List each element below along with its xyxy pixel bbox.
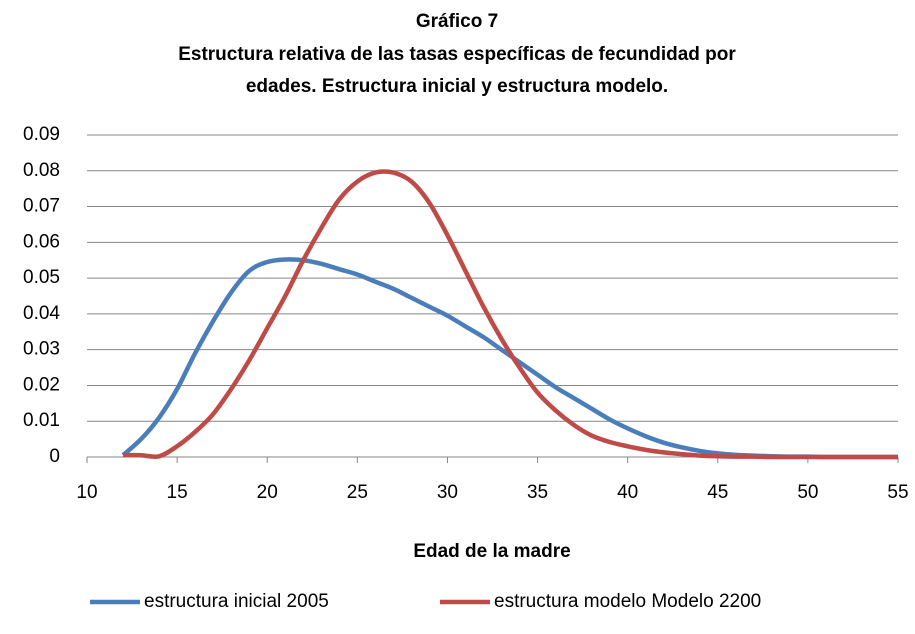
x-tick-label: 20 — [257, 482, 278, 503]
x-tick-label: 35 — [527, 482, 548, 503]
x-tick-label: 25 — [347, 482, 368, 503]
y-tick-label: 0 — [49, 446, 60, 467]
series-line — [121, 257, 898, 460]
x-axis-label: Edad de la madre — [413, 541, 570, 562]
y-tick-label: 0.02 — [23, 374, 60, 395]
legend-label: estructura modelo Modelo 2200 — [494, 591, 761, 612]
y-tick-label: 0.03 — [23, 339, 60, 360]
y-tick-label: 0.05 — [23, 267, 60, 288]
x-tick-label: 15 — [167, 482, 188, 503]
x-tick-label: 50 — [797, 482, 818, 503]
chart-subtitle: edades. Estructura inicial y estructura … — [246, 76, 668, 97]
y-tick-label: 0.07 — [23, 196, 60, 217]
y-tick-label: 0.04 — [23, 303, 60, 324]
legend-label: estructura inicial 2005 — [144, 591, 329, 612]
x-tick-label: 40 — [617, 482, 638, 503]
chart-subtitle: Estructura relativa de las tasas específ… — [178, 44, 736, 65]
y-tick-label: 0.06 — [23, 231, 60, 252]
y-tick-label: 0.09 — [23, 124, 60, 145]
x-tick-label: 30 — [437, 482, 458, 503]
x-tick-label: 55 — [887, 482, 908, 503]
x-tick-label: 45 — [707, 482, 728, 503]
series-line — [123, 169, 898, 460]
y-tick-label: 0.01 — [23, 410, 60, 431]
y-tick-label: 0.08 — [23, 160, 60, 181]
x-tick-label: 10 — [76, 482, 97, 503]
chart-title: Gráfico 7 — [416, 11, 498, 32]
